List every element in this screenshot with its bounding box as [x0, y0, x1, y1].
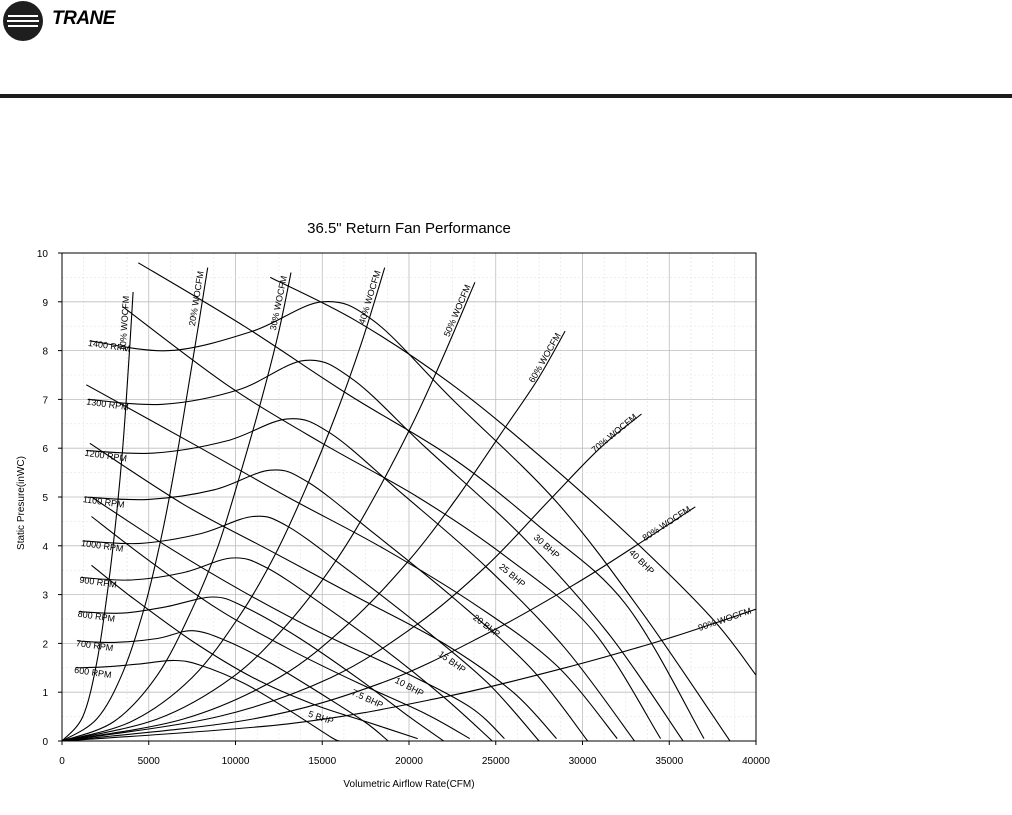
system-curve — [62, 267, 386, 741]
rpm-curve-label: 1300 RPM — [86, 396, 130, 412]
system-curve-label: 80% WOCFM — [640, 504, 692, 543]
rpm-curve — [89, 300, 731, 741]
system-curve-label: 30% WOCFM — [268, 275, 289, 331]
bhp-curve — [89, 442, 557, 739]
rpm-curve-label: 900 RPM — [79, 575, 118, 590]
system-curve — [62, 608, 756, 741]
y-tick-label: 8 — [42, 347, 48, 358]
x-tick-label: 25000 — [482, 756, 510, 767]
grid-lines — [61, 252, 757, 742]
system-curve — [62, 291, 134, 741]
y-tick-label: 1 — [42, 688, 48, 699]
bhp-curve-label: 30 BHP — [532, 532, 562, 560]
trane-logo-icon — [3, 1, 43, 41]
rpm-curve — [82, 515, 540, 741]
bhp-curve-label: 40 BHP — [627, 547, 656, 576]
x-tick-label: 5000 — [138, 756, 161, 767]
bhp-curve — [86, 384, 618, 739]
brand-name: TRANE — [52, 8, 115, 29]
bhp-curve — [91, 516, 470, 740]
x-tick-label: 30000 — [569, 756, 597, 767]
x-tick-label: 40000 — [742, 756, 770, 767]
y-tick-label: 0 — [42, 737, 48, 748]
y-tick-label: 3 — [42, 591, 48, 602]
rpm-curve-label: 800 RPM — [77, 609, 116, 624]
system-curve — [62, 267, 209, 741]
y-axis-label: Static Presure(inWC) — [16, 456, 27, 550]
system-curve-label: 10% WOCFM — [118, 295, 131, 351]
y-tick-label: 5 — [42, 493, 48, 504]
rpm-curve-label: 1200 RPM — [84, 448, 128, 464]
bhp-curve-label: 20 BHP — [471, 612, 502, 639]
x-tick-label: 0 — [59, 756, 65, 767]
y-tick-label: 4 — [42, 542, 48, 553]
chart-area: 36.5" Return Fan Performance Volumetric … — [0, 200, 1012, 815]
bhp-curve — [91, 496, 505, 740]
fan-performance-chart: 36.5" Return Fan Performance Volumetric … — [16, 220, 770, 790]
rpm-curve — [87, 359, 684, 741]
rpm-curve — [81, 557, 493, 741]
x-axis-label: Volumetric Airflow Rate(CFM) — [343, 779, 474, 790]
y-tick-label: 2 — [42, 639, 48, 650]
header-rule — [0, 94, 1012, 98]
bhp-curve-label: 25 BHP — [497, 561, 527, 589]
x-tick-label: 15000 — [308, 756, 336, 767]
bhp-curve — [122, 306, 662, 739]
bhp-curve-label: 10 BHP — [393, 675, 425, 698]
system-curve-label: 60% WOCFM — [527, 331, 563, 384]
x-tick-label: 20000 — [395, 756, 423, 767]
rpm-curve — [86, 418, 635, 741]
y-tick-label: 6 — [42, 444, 48, 455]
system-curve — [62, 506, 696, 741]
curves-group — [62, 262, 756, 741]
bhp-curve — [269, 276, 756, 676]
x-tick-label: 10000 — [222, 756, 250, 767]
y-tick-label: 10 — [37, 249, 49, 260]
rpm-curve — [75, 659, 340, 741]
system-curve-label: 50% WOCFM — [442, 283, 473, 338]
bhp-curve — [91, 564, 418, 740]
rpm-curve — [84, 469, 589, 741]
page-header: TRANE — [0, 0, 1012, 100]
system-curve — [62, 272, 292, 741]
bhp-curve — [138, 262, 705, 739]
rpm-curve-label: 1000 RPM — [81, 538, 125, 554]
bhp-curve-label: 7.5 BHP — [350, 687, 385, 710]
rpm-curve — [79, 596, 445, 741]
x-tick-label: 35000 — [655, 756, 683, 767]
system-curve — [62, 330, 566, 741]
rpm-curve — [77, 630, 389, 741]
chart-title: 36.5" Return Fan Performance — [307, 220, 511, 237]
rpm-curve-label: 700 RPM — [75, 638, 114, 653]
y-tick-label: 7 — [42, 395, 48, 406]
system-curve — [62, 413, 642, 741]
system-curve-label: 90% WOCFM — [697, 606, 753, 633]
y-tick-label: 9 — [42, 298, 48, 309]
